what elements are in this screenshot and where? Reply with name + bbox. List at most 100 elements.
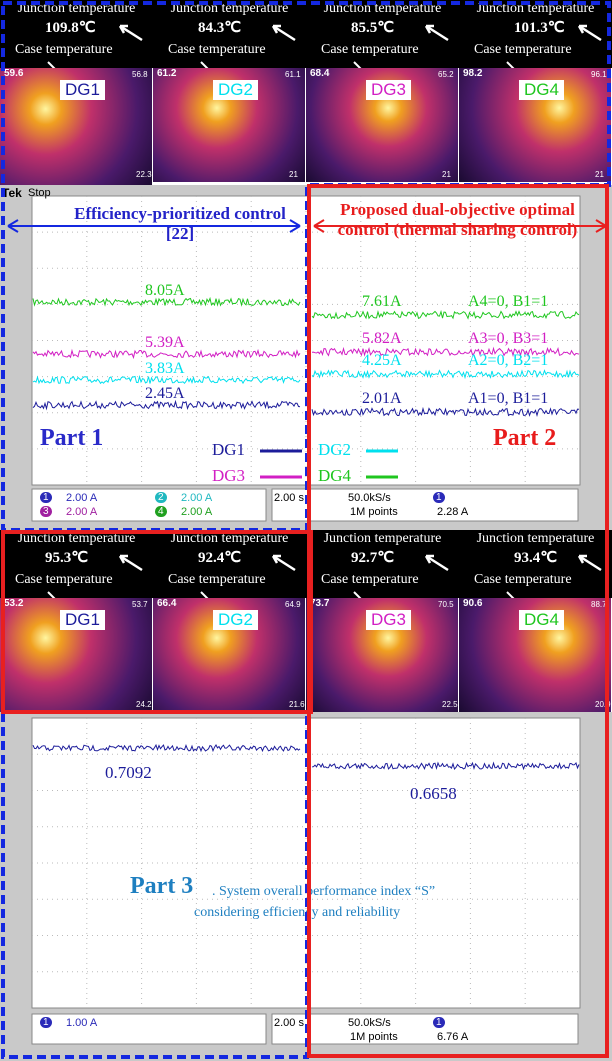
dg-label: DG3 [366,80,411,100]
min-readout: 21.6 [289,700,305,709]
max-readout: 66.4 [157,598,177,609]
arrows [200,554,296,598]
min-readout: 22.5 [442,700,458,709]
channel-id: 1 [40,1017,52,1028]
time-scale: 2.00 s [274,1017,304,1029]
status-box [271,488,579,522]
right-readout: 70.5 [438,600,454,609]
arrows [353,24,449,68]
caption: . System overall performance index “S” [212,884,436,899]
right-readout: 56.8 [132,70,148,79]
legend-label: DG2 [318,440,352,459]
dg-label: DG2 [213,80,258,100]
arrow [118,554,143,572]
max-readout: 53.2 [4,598,24,609]
max-readout: 98.2 [463,68,483,79]
arrow [47,61,56,68]
arrow [424,24,449,42]
trace-label: 7.61A [362,293,402,310]
part-label: Part 1 [40,425,104,451]
channel-id: 3 [40,506,52,517]
status: Stop [28,187,51,199]
channel-scale: 2.00 A [181,492,213,504]
arrow [47,591,56,598]
channel-scale: 2.00 A [66,506,98,518]
arrow [506,61,515,68]
caption: considering efficiency and reliability [194,905,401,920]
trace-state: A1=0, B1=1 [468,390,549,407]
trace-label: 4.25A [362,352,402,369]
channel-scale: 2.00 A [66,492,98,504]
trace-state: A4=0, B1=1 [468,293,549,310]
max-readout: 59.6 [4,68,24,79]
trace-label: 5.82A [362,330,402,347]
trace-label: 5.39A [145,334,185,351]
arrow [506,591,515,598]
trigger-level: 2.28 A [437,506,469,518]
min-readout: 21 [595,170,604,179]
min-readout: 20.9 [595,700,611,709]
channel-scale: 2.00 A [181,506,213,518]
arrows [47,554,143,598]
dg-label: DG3 [366,610,411,630]
arrow [271,24,296,42]
left-title: Efficiency-prioritized control [22] [74,204,286,243]
trace-label: 3.83A [145,360,185,377]
arrow [353,61,362,68]
trace-label: 8.05A [145,282,185,299]
channel-scale: 1.00 A [66,1017,98,1029]
legend-label: DG1 [212,440,246,459]
arrow [424,554,449,572]
min-readout: 22.3 [136,170,152,179]
right-title: Proposed dual-objective optimal control … [337,200,578,239]
legend-label: DG4 [318,466,352,485]
trace-label: 2.45A [145,385,185,402]
channel-id: 4 [155,506,167,517]
trigger-ch: 1 [433,1017,445,1028]
legend-label: DG3 [212,466,246,485]
right-readout: 88.7 [591,600,607,609]
dg-label: DG4 [519,610,564,630]
brand: Tek [2,186,22,200]
arrows [506,24,602,68]
value-label: 0.7092 [105,763,152,782]
dg-label: DG4 [519,80,564,100]
status-box [271,1013,579,1045]
arrow [577,554,602,572]
time-scale: 2.00 s [274,492,304,504]
max-readout: 90.6 [463,598,483,609]
max-readout: 73.7 [310,598,330,609]
right-readout: 96.1 [591,70,607,79]
value-label: 0.6658 [410,784,457,803]
right-readout: 65.2 [438,70,454,79]
arrows [200,24,296,68]
record-length: 1M points [350,506,398,518]
min-readout: 21 [289,170,298,179]
sample-rate: 50.0kS/s [348,1017,391,1029]
right-readout: 53.7 [132,600,148,609]
min-readout: 24.2 [136,700,152,709]
arrows [47,24,143,68]
dg-label: DG1 [60,610,105,630]
dg-label: DG1 [60,80,105,100]
trigger-level: 6.76 A [437,1031,469,1043]
record-length: 1M points [350,1031,398,1043]
arrows [353,554,449,598]
right-readout: 64.9 [285,600,301,609]
channel-id: 1 [40,492,52,503]
arrow [271,554,296,572]
min-readout: 21 [442,170,451,179]
part-label: Part 2 [493,425,557,451]
max-readout: 61.2 [157,68,177,79]
arrows [506,554,602,598]
arrow [118,24,143,42]
channel-id: 2 [155,492,167,503]
arrow [200,61,209,68]
arrow [200,591,209,598]
trigger-ch: 1 [433,492,445,503]
max-readout: 68.4 [310,68,330,79]
dg-label: DG2 [213,610,258,630]
trace-state: A3=0, B3=1 [468,330,549,347]
arrow [353,591,362,598]
